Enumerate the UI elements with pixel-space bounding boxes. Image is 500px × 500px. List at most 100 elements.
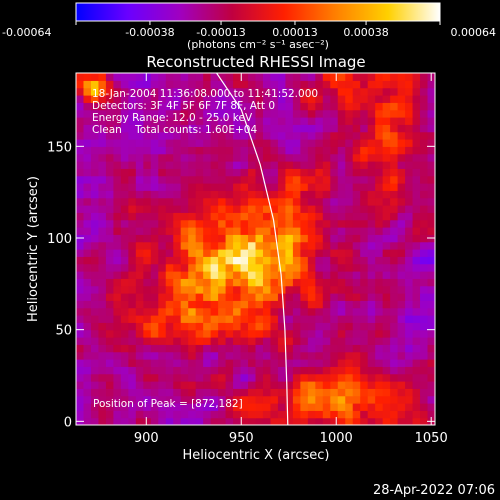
heatmap-cell [262,161,272,169]
heatmap-cell [180,205,189,213]
heatmap-cell [225,241,234,250]
heatmap-cell [180,278,189,287]
heatmap-cell [360,139,369,147]
heatmap-cell [382,263,391,272]
heatmap-cell [143,388,152,397]
heatmap-cell [135,271,144,279]
heatmap-cell [330,175,339,184]
heatmap-cell [285,205,294,213]
heatmap-cell [420,366,429,375]
heatmap-cell [165,80,174,89]
heatmap-cell [98,124,107,133]
heatmap-cell [292,80,301,89]
heatmap-cell [150,293,159,301]
heatmap-cell [218,241,227,250]
heatmap-cell [120,300,129,309]
heatmap-cell [180,344,189,353]
heatmap-cell [113,337,122,345]
heatmap-cell [128,219,137,228]
heatmap-cell [262,271,272,279]
heatmap-cell [173,205,182,213]
heatmap-cell [98,117,107,125]
heatmap-cell [240,146,249,155]
heatmap-cell [83,395,92,404]
heatmap-cell [233,373,242,382]
heatmap-cell [330,278,339,287]
heatmap-cell [150,417,159,425]
heatmap-cell [90,131,100,140]
heatmap-cell [135,219,144,228]
heatmap-cell [218,124,227,133]
heatmap-cell [330,285,339,294]
heatmap-cell [367,131,376,140]
heatmap-cell [248,403,257,411]
heatmap-cell [225,351,234,360]
heatmap-cell [203,307,212,316]
heatmap-cell [120,183,129,191]
colorbar-tick-label: 0.00038 [343,26,389,39]
heatmap-cell [83,190,92,199]
heatmap-cell [270,175,279,184]
y-tick-label: 150 [47,140,72,155]
heatmap-cell [195,219,204,228]
heatmap-cell [405,256,414,265]
heatmap-cell [285,95,294,103]
heatmap-cell [225,315,234,323]
heatmap-cell [285,109,294,118]
heatmap-cell [143,366,152,375]
heatmap-cell [270,161,279,169]
heatmap-cell [390,95,399,103]
heatmap-cell [233,109,242,118]
heatmap-cell [150,344,159,353]
heatmap-cell [210,293,219,301]
heatmap-cell [412,175,421,184]
heatmap-cell [352,131,361,140]
heatmap-cell [158,373,167,382]
heatmap-cell [218,227,227,235]
heatmap-cell [420,241,429,250]
heatmap-cell [382,219,391,228]
heatmap-cell [307,322,316,331]
heatmap-cell [76,395,85,404]
heatmap-cell [143,190,152,199]
heatmap-cell [210,153,219,162]
x-axis: 900 950 1000 1050 [134,73,448,446]
heatmap-cell [397,271,406,279]
heatmap-cell [83,359,92,367]
heatmap-cell [367,300,376,309]
heatmap-cell [420,131,429,140]
heatmap-cell [188,197,197,206]
heatmap-cell [225,212,234,221]
heatmap-cell [135,102,144,111]
heatmap-cell [195,139,204,147]
heatmap-cell [83,337,92,345]
heatmap-cell [285,410,294,419]
heatmap-cell [158,278,167,287]
heatmap-cell [76,381,85,389]
heatmap-cell [412,300,421,309]
heatmap-cell [76,197,85,206]
heatmap-cell [233,73,242,81]
heatmap-cell [330,87,339,96]
heatmap-cell [345,73,354,81]
heatmap-cell [420,153,429,162]
heatmap-cell [292,403,301,411]
heatmap-cell [300,381,309,389]
heatmap-cell [210,373,219,382]
heatmap-cell [375,234,384,243]
heatmap-cell [405,124,414,133]
heatmap-cell [240,263,249,272]
heatmap-cell [330,403,339,411]
info-energy-range: Energy Range: 12.0 - 25.0 keV [92,112,253,124]
heatmap-cell [412,395,421,404]
heatmap-cell [165,315,174,323]
heatmap-cell [427,205,435,213]
heatmap-cell [270,87,279,96]
heatmap-cell [322,219,331,228]
heatmap-cell [352,403,361,411]
heatmap-cell [173,344,182,353]
heatmap-cell [337,102,346,111]
heatmap-cell [322,95,331,103]
heatmap-cell [173,161,182,169]
heatmap-cell [277,168,287,177]
